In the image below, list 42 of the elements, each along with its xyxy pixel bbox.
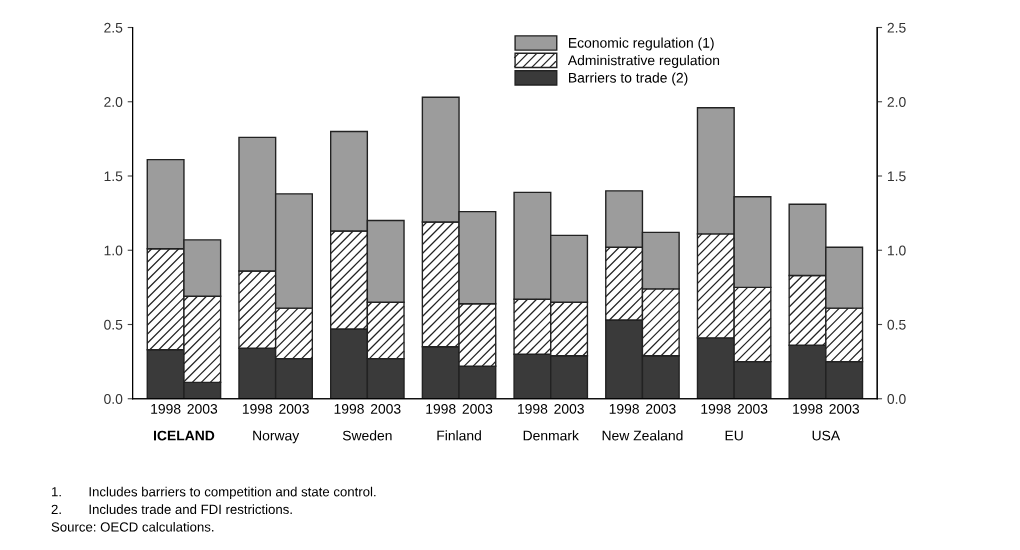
text: 2. Includes trade and FDI restrictions. xyxy=(51,504,292,515)
y-tick-label: 0.0 xyxy=(104,394,123,404)
source-note: Source: OECD calculations. xyxy=(51,521,214,532)
x-tick-label: 2003 xyxy=(829,403,860,414)
x-tick-label: 1998 xyxy=(151,403,181,414)
x-tick-label: 1998 xyxy=(793,403,823,414)
x-tick-label: 2003 xyxy=(187,403,218,414)
y2-tick-label: 2.5 xyxy=(887,22,906,33)
y-tick-label: 1.5 xyxy=(104,171,123,182)
y2-tick-label: 2.0 xyxy=(887,97,906,107)
y-tick-label: 2.5 xyxy=(104,22,123,33)
y-tick-label: 1.0 xyxy=(104,245,123,256)
text: ICELAND xyxy=(154,430,215,441)
x-tick-label: 1998 xyxy=(334,403,364,414)
x-tick-label: 2003 xyxy=(370,403,401,414)
x-tick-label: 2003 xyxy=(462,403,493,414)
legend-label: Administrative regulation xyxy=(567,55,720,68)
x-tick-label: 1998 xyxy=(609,403,639,414)
x-tick-label: 1998 xyxy=(242,403,273,414)
y-tick-label: 2.0 xyxy=(104,97,123,107)
x-tick-label: 2003 xyxy=(279,403,309,414)
y2-tick-label: 1.5 xyxy=(887,171,906,182)
x-tick-label: 2003 xyxy=(646,403,676,414)
x-tick-label: 2003 xyxy=(737,403,768,414)
legend-label: Barriers to trade (2) xyxy=(569,72,688,86)
text: USA xyxy=(812,430,841,441)
text: Finland xyxy=(437,430,481,441)
x-tick-label: 1998 xyxy=(426,403,456,414)
x-tick-label: 1998 xyxy=(701,403,731,414)
legend-label: Economic regulation (1) xyxy=(569,37,714,51)
text: EU xyxy=(725,430,743,441)
text: New Zealand xyxy=(602,430,683,441)
y2-tick-label: 0.0 xyxy=(887,394,906,404)
text: Denmark xyxy=(523,430,579,441)
text: 1. Includes barriers to competition and state control. xyxy=(52,486,376,500)
y2-tick-label: 0.5 xyxy=(887,319,906,330)
y2-tick-label: 1.0 xyxy=(887,245,906,256)
x-tick-label: 1998 xyxy=(518,403,548,414)
text: Norway xyxy=(253,430,300,444)
y-tick-label: 0.5 xyxy=(104,319,123,330)
x-tick-label: 2003 xyxy=(554,403,584,414)
text: Sweden xyxy=(342,430,392,441)
